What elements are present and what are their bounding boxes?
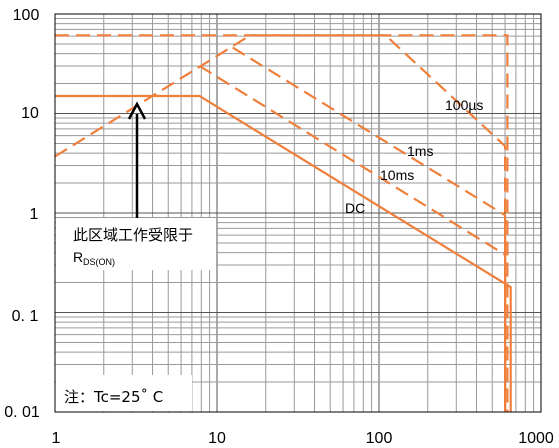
annotation-rdson-subscript: DS(ON) xyxy=(83,257,115,267)
plot-frame xyxy=(54,13,542,413)
x-tick-label: 10 xyxy=(208,430,226,447)
note-box xyxy=(56,375,192,411)
series-line-100s xyxy=(55,34,507,412)
label-100us: 100µs xyxy=(445,97,483,113)
series-lines xyxy=(54,34,512,412)
x-tick-label: 1 xyxy=(52,430,61,447)
label-1ms: 1ms xyxy=(407,143,433,159)
y-tick-label: 100 xyxy=(13,7,40,24)
series-line-limit-4 xyxy=(54,34,509,412)
x-tick-label: 100 xyxy=(366,430,393,447)
annotation-line1: 此区域工作受限于 xyxy=(73,226,193,244)
grid xyxy=(54,14,541,413)
y-tick-label: 0. 01 xyxy=(4,404,40,421)
annotation-arrow-head xyxy=(127,101,147,120)
note-text: 注：Tc=25˚ C xyxy=(64,388,163,406)
y-tick-label: 10 xyxy=(21,105,39,122)
label-10ms: 10ms xyxy=(380,167,414,183)
y-tick-label: 0. 1 xyxy=(12,308,39,325)
x-tick-label: 1000 xyxy=(518,430,554,447)
label-dc: DC xyxy=(345,200,365,216)
y-tick-label: 1 xyxy=(30,206,39,223)
annotation-r: R xyxy=(73,249,83,265)
annotation-box xyxy=(56,218,216,270)
series-line-dc xyxy=(55,94,512,412)
